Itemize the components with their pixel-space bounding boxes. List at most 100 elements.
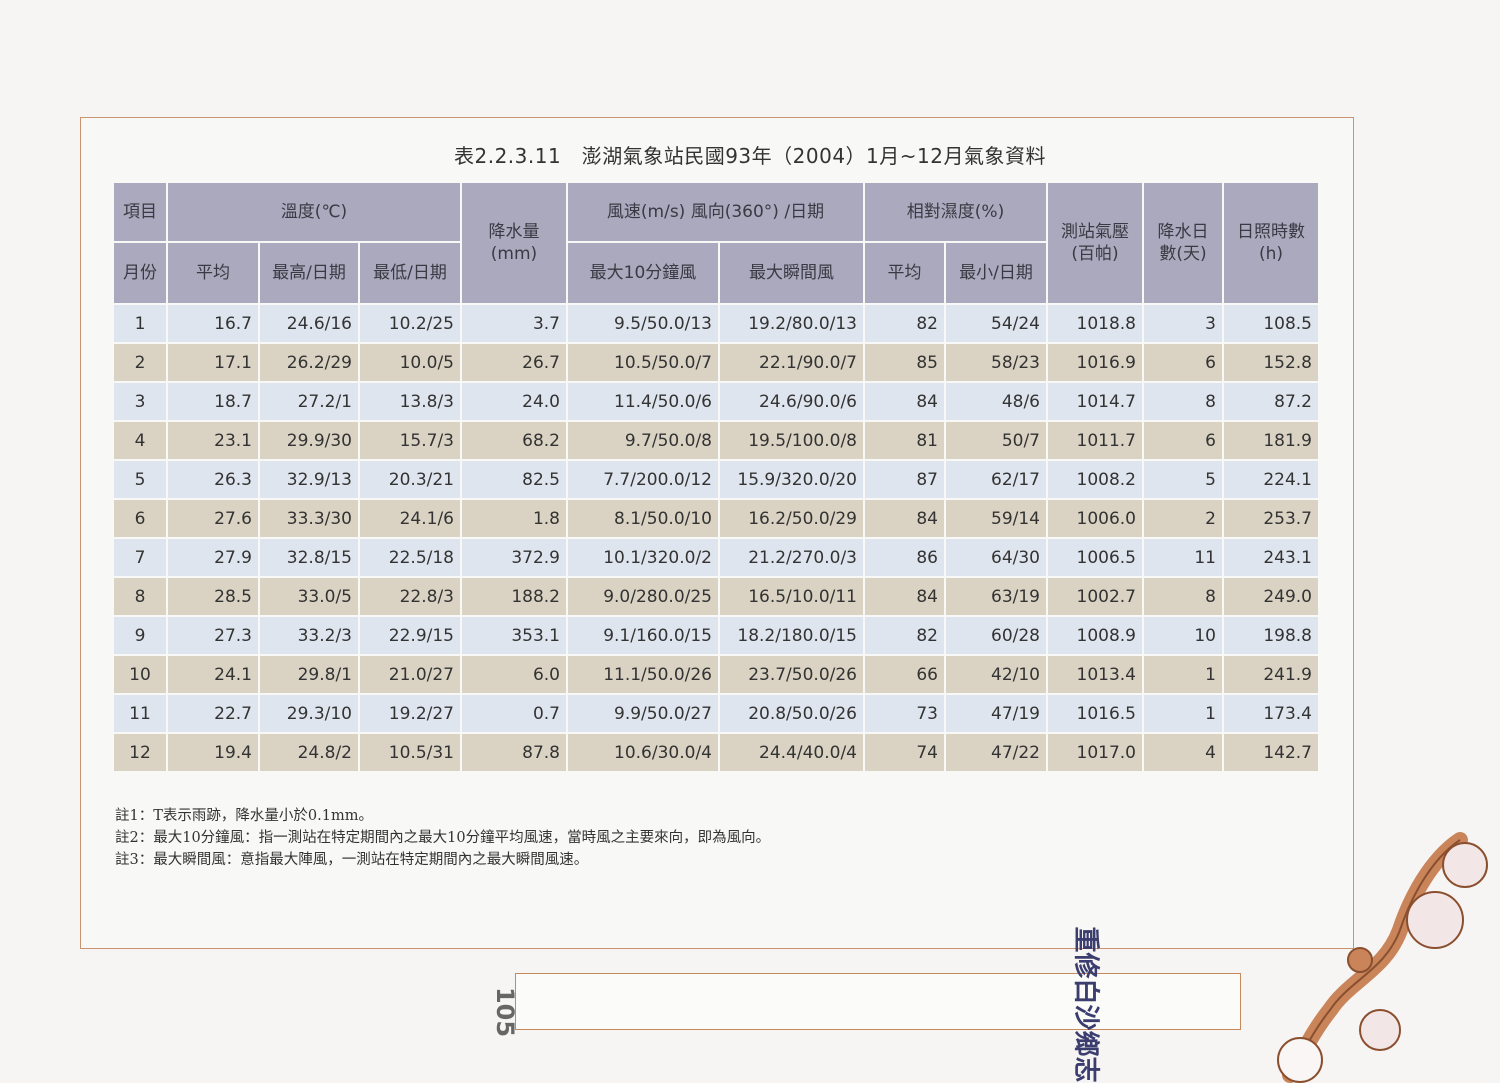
cell-sunshine: 87.2 [1224,383,1318,420]
cell-hum-avg: 84 [865,383,944,420]
note-3: 註3：最大瞬間風：意指最大陣風，一測站在特定期間內之最大瞬間風速。 [115,852,589,868]
table-row: 9 27.3 33.2/3 22.9/15 353.1 9.1/160.0/15 18.2/… [114,617,1318,654]
cell-hum-avg: 81 [865,422,944,459]
cell-sunshine: 224.1 [1224,461,1318,498]
cell-month: 8 [114,578,166,615]
cell-precip: 188.2 [462,578,566,615]
cell-temp-avg: 19.4 [168,734,258,771]
cell-hum-min: 59/14 [946,500,1046,537]
table-row: 12 19.4 24.8/2 10.5/31 87.8 10.6/30.0/4 24.4/4… [114,734,1318,771]
cell-pressure: 1002.7 [1048,578,1142,615]
cell-wind-10min: 10.1/320.0/2 [568,539,718,576]
table-row: 5 26.3 32.9/13 20.3/21 82.5 7.7/200.0/12 15.9/… [114,461,1318,498]
cell-wind-gust: 22.1/90.0/7 [720,344,863,381]
cell-temp-avg: 22.7 [168,695,258,732]
book-title-text: 重修白沙鄉志 [1070,926,1101,1083]
cell-temp-max: 33.0/5 [260,578,358,615]
header-temperature: 溫度(℃) [168,183,460,241]
cell-precip: 24.0 [462,383,566,420]
table-row: 4 23.1 29.9/30 15.7/3 68.2 9.7/50.0/8 19.5/100… [114,422,1318,459]
weather-table: 項目 溫度(℃) 降水量(mm) 風速(m/s) 風向(360°) /日期 相對… [112,181,1320,773]
table-row: 10 24.1 29.8/1 21.0/27 6.0 11.1/50.0/26 23.7/5… [114,656,1318,693]
cell-pressure: 1017.0 [1048,734,1142,771]
header-rain-days: 降水日數(天) [1144,183,1222,303]
cell-sunshine: 241.9 [1224,656,1318,693]
cell-temp-avg: 23.1 [168,422,258,459]
header-wind-gust: 最大瞬間風 [720,243,863,303]
cell-precip: 68.2 [462,422,566,459]
cell-temp-max: 33.3/30 [260,500,358,537]
cell-hum-min: 60/28 [946,617,1046,654]
cell-temp-avg: 17.1 [168,344,258,381]
cell-temp-min: 10.5/31 [360,734,460,771]
cell-hum-min: 64/30 [946,539,1046,576]
cell-rain-days: 5 [1144,461,1222,498]
table-row: 8 28.5 33.0/5 22.8/3 188.2 9.0/280.0/25 16.5/1… [114,578,1318,615]
header-temp-avg: 平均 [168,243,258,303]
cell-temp-max: 32.9/13 [260,461,358,498]
cell-sunshine: 198.8 [1224,617,1318,654]
header-hum-min: 最小/日期 [946,243,1046,303]
cell-temp-avg: 27.6 [168,500,258,537]
cell-temp-min: 19.2/27 [360,695,460,732]
cell-wind-gust: 16.2/50.0/29 [720,500,863,537]
cell-pressure: 1018.8 [1048,305,1142,342]
cell-hum-min: 42/10 [946,656,1046,693]
cell-temp-max: 27.2/1 [260,383,358,420]
cell-pressure: 1014.7 [1048,383,1142,420]
table-row: 2 17.1 26.2/29 10.0/5 26.7 10.5/50.0/7 22.1/90… [114,344,1318,381]
cell-temp-min: 24.1/6 [360,500,460,537]
cell-sunshine: 181.9 [1224,422,1318,459]
table-row: 11 22.7 29.3/10 19.2/27 0.7 9.9/50.0/27 20.8/5… [114,695,1318,732]
cell-wind-10min: 10.5/50.0/7 [568,344,718,381]
cell-hum-avg: 84 [865,500,944,537]
cell-wind-10min: 7.7/200.0/12 [568,461,718,498]
cell-temp-max: 29.9/30 [260,422,358,459]
header-wind: 風速(m/s) 風向(360°) /日期 [568,183,863,241]
cell-temp-min: 22.8/3 [360,578,460,615]
cell-pressure: 1013.4 [1048,656,1142,693]
cell-wind-10min: 9.0/280.0/25 [568,578,718,615]
cell-rain-days: 6 [1144,344,1222,381]
cell-sunshine: 253.7 [1224,500,1318,537]
cell-pressure: 1011.7 [1048,422,1142,459]
footer-box [515,973,1241,1030]
cell-hum-avg: 66 [865,656,944,693]
table-title: 表2.2.3.11 澎湖氣象站民國93年（2004）1月~12月氣象資料 [454,144,1046,168]
header-month: 月份 [114,243,166,303]
cell-pressure: 1016.9 [1048,344,1142,381]
cell-sunshine: 108.5 [1224,305,1318,342]
cell-pressure: 1006.0 [1048,500,1142,537]
cell-month: 9 [114,617,166,654]
cell-temp-avg: 27.3 [168,617,258,654]
header-temp-max: 最高/日期 [260,243,358,303]
cell-temp-max: 26.2/29 [260,344,358,381]
cell-wind-gust: 24.6/90.0/6 [720,383,863,420]
cell-rain-days: 6 [1144,422,1222,459]
cell-wind-gust: 23.7/50.0/26 [720,656,863,693]
cell-hum-min: 50/7 [946,422,1046,459]
table-notes: 註1：T表示雨跡，降水量小於0.1mm。 註2：最大10分鐘風：指一測站在特定期… [115,805,770,871]
cell-hum-avg: 87 [865,461,944,498]
cell-month: 11 [114,695,166,732]
header-temp-min: 最低/日期 [360,243,460,303]
cell-wind-gust: 24.4/40.0/4 [720,734,863,771]
cell-wind-10min: 11.4/50.0/6 [568,383,718,420]
cell-temp-max: 29.3/10 [260,695,358,732]
cell-rain-days: 8 [1144,578,1222,615]
cell-precip: 372.9 [462,539,566,576]
cell-hum-avg: 82 [865,617,944,654]
cell-month: 1 [114,305,166,342]
cell-precip: 6.0 [462,656,566,693]
cell-temp-avg: 28.5 [168,578,258,615]
cell-sunshine: 142.7 [1224,734,1318,771]
cell-hum-avg: 73 [865,695,944,732]
cell-wind-10min: 9.1/160.0/15 [568,617,718,654]
cell-temp-avg: 18.7 [168,383,258,420]
cell-month: 2 [114,344,166,381]
cell-hum-min: 48/6 [946,383,1046,420]
cell-sunshine: 249.0 [1224,578,1318,615]
cell-temp-avg: 24.1 [168,656,258,693]
cell-pressure: 1016.5 [1048,695,1142,732]
table-row: 7 27.9 32.8/15 22.5/18 372.9 10.1/320.0/2 21.2… [114,539,1318,576]
